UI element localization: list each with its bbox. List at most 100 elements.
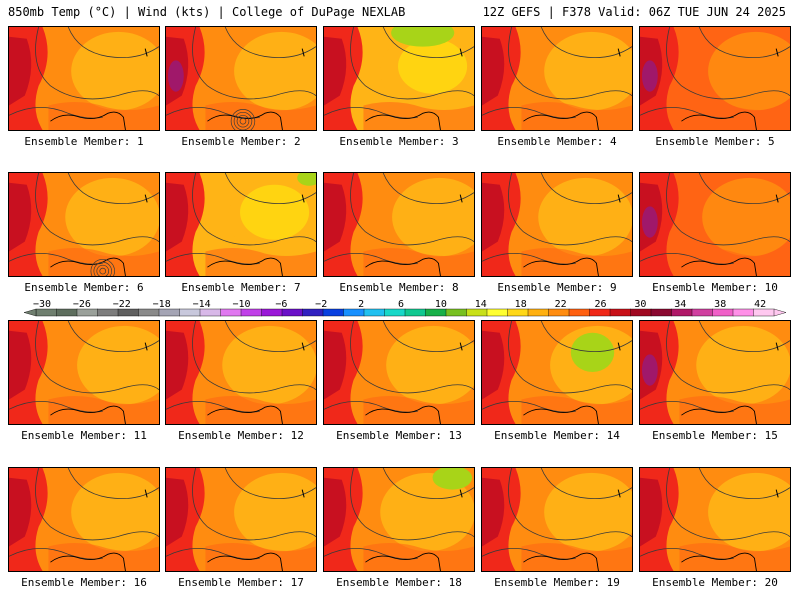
ensemble-panel-10 (639, 172, 791, 277)
colorbar-swatch (199, 308, 221, 317)
colorbar-swatch (117, 308, 139, 317)
colorbar-swatch (732, 308, 754, 317)
ensemble-panel-14 (481, 320, 633, 425)
colorbar-swatch (589, 308, 611, 317)
colorbar-tick-label: 2 (358, 299, 364, 310)
colorbar-swatch (630, 308, 652, 317)
colorbar-tick-label: 42 (754, 299, 766, 310)
colorbar-arrow-left (23, 308, 37, 317)
ensemble-member-label: Ensemble Member: 11 (21, 429, 147, 442)
colorbar-swatch (302, 308, 324, 317)
ensemble-panel-15 (639, 320, 791, 425)
colorbar-swatch (691, 308, 713, 317)
ensemble-panel-2 (165, 26, 317, 131)
colorbar-swatch (425, 308, 447, 317)
ensemble-member-label: Ensemble Member: 7 (181, 281, 301, 294)
colorbar-tick-label: −26 (73, 299, 91, 310)
ensemble-panel-8 (323, 172, 475, 277)
ensemble-panel-6 (8, 172, 160, 277)
colorbar-swatch (568, 308, 590, 317)
ensemble-member-label: Ensemble Member: 14 (494, 429, 620, 442)
colorbar-swatch (650, 308, 672, 317)
colorbar-swatch (486, 308, 508, 317)
ensemble-member-label: Ensemble Member: 20 (652, 576, 778, 589)
colorbar-swatch (220, 308, 242, 317)
colorbar-swatch (56, 308, 78, 317)
colorbar-tick-label: 10 (435, 299, 447, 310)
colorbar-swatch (609, 308, 631, 317)
ensemble-panel-7 (165, 172, 317, 277)
colorbar-swatch (507, 308, 529, 317)
colorbar-swatch (76, 308, 98, 317)
colorbar-swatch (343, 308, 365, 317)
ensemble-panel-18 (323, 467, 475, 572)
ensemble-member-label: Ensemble Member: 6 (24, 281, 144, 294)
ensemble-panel-5 (639, 26, 791, 131)
colorbar-arrow-right (773, 308, 787, 317)
ensemble-member-label: Ensemble Member: 5 (655, 135, 775, 148)
ensemble-member-label: Ensemble Member: 18 (336, 576, 462, 589)
colorbar-tick-label: 38 (714, 299, 726, 310)
ensemble-member-label: Ensemble Member: 3 (339, 135, 459, 148)
ensemble-panel-12 (165, 320, 317, 425)
ensemble-member-label: Ensemble Member: 9 (497, 281, 617, 294)
colorbar-swatch (671, 308, 693, 317)
colorbar-swatch (138, 308, 160, 317)
ensemble-member-label: Ensemble Member: 15 (652, 429, 778, 442)
colorbar-swatch (384, 308, 406, 317)
colorbar-swatch (261, 308, 283, 317)
colorbar-tick-label: 34 (674, 299, 686, 310)
chart-title: 850mb Temp (°C) | Wind (kts) | College o… (8, 5, 406, 19)
colorbar-swatch (35, 308, 57, 317)
colorbar-tick-label: −6 (275, 299, 287, 310)
valid-time: 12Z GEFS | F378 Valid: 06Z TUE JUN 24 20… (482, 5, 786, 19)
colorbar-tick-label: −30 (33, 299, 51, 310)
ensemble-member-label: Ensemble Member: 2 (181, 135, 301, 148)
ensemble-panel-3 (323, 26, 475, 131)
colorbar-tick-label: 26 (594, 299, 606, 310)
ensemble-member-label: Ensemble Member: 1 (24, 135, 144, 148)
colorbar-tick-label: 6 (398, 299, 404, 310)
colorbar-tick-label: −22 (113, 299, 131, 310)
colorbar-swatch (445, 308, 467, 317)
ensemble-member-label: Ensemble Member: 13 (336, 429, 462, 442)
ensemble-panel-20 (639, 467, 791, 572)
ensemble-panel-11 (8, 320, 160, 425)
ensemble-panel-4 (481, 26, 633, 131)
ensemble-panel-1 (8, 26, 160, 131)
colorbar-swatch (548, 308, 570, 317)
ensemble-panel-16 (8, 467, 160, 572)
colorbar-swatch (753, 308, 775, 317)
ensemble-panel-13 (323, 320, 475, 425)
colorbar-swatch (179, 308, 201, 317)
colorbar-swatch (527, 308, 549, 317)
colorbar-swatch (466, 308, 488, 317)
colorbar-tick-label: −2 (315, 299, 327, 310)
ensemble-member-label: Ensemble Member: 8 (339, 281, 459, 294)
colorbar-swatch (404, 308, 426, 317)
ensemble-member-label: Ensemble Member: 12 (178, 429, 304, 442)
colorbar-tick-label: −18 (153, 299, 171, 310)
colorbar-tick-label: 30 (634, 299, 646, 310)
ensemble-member-label: Ensemble Member: 4 (497, 135, 617, 148)
ensemble-panel-17 (165, 467, 317, 572)
colorbar-swatch (240, 308, 262, 317)
colorbar-swatch (363, 308, 385, 317)
ensemble-panel-19 (481, 467, 633, 572)
ensemble-member-label: Ensemble Member: 17 (178, 576, 304, 589)
colorbar-swatch (281, 308, 303, 317)
ensemble-panel-9 (481, 172, 633, 277)
colorbar-tick-label: −10 (232, 299, 250, 310)
colorbar-swatch (97, 308, 119, 317)
colorbar-tick-label: 14 (475, 299, 487, 310)
colorbar-swatch (158, 308, 180, 317)
colorbar-tick-label: −14 (193, 299, 211, 310)
colorbar-tick-label: 18 (515, 299, 527, 310)
ensemble-member-label: Ensemble Member: 19 (494, 576, 620, 589)
ensemble-member-label: Ensemble Member: 16 (21, 576, 147, 589)
ensemble-member-label: Ensemble Member: 10 (652, 281, 778, 294)
colorbar-swatch (712, 308, 734, 317)
temperature-colorbar: −30 −26 −22 −18 −14 −10 −6 −2 2 6 10 14 18 22 26 30 34 38… (23, 299, 787, 317)
colorbar-swatch (322, 308, 344, 317)
colorbar-tick-label: 22 (555, 299, 567, 310)
